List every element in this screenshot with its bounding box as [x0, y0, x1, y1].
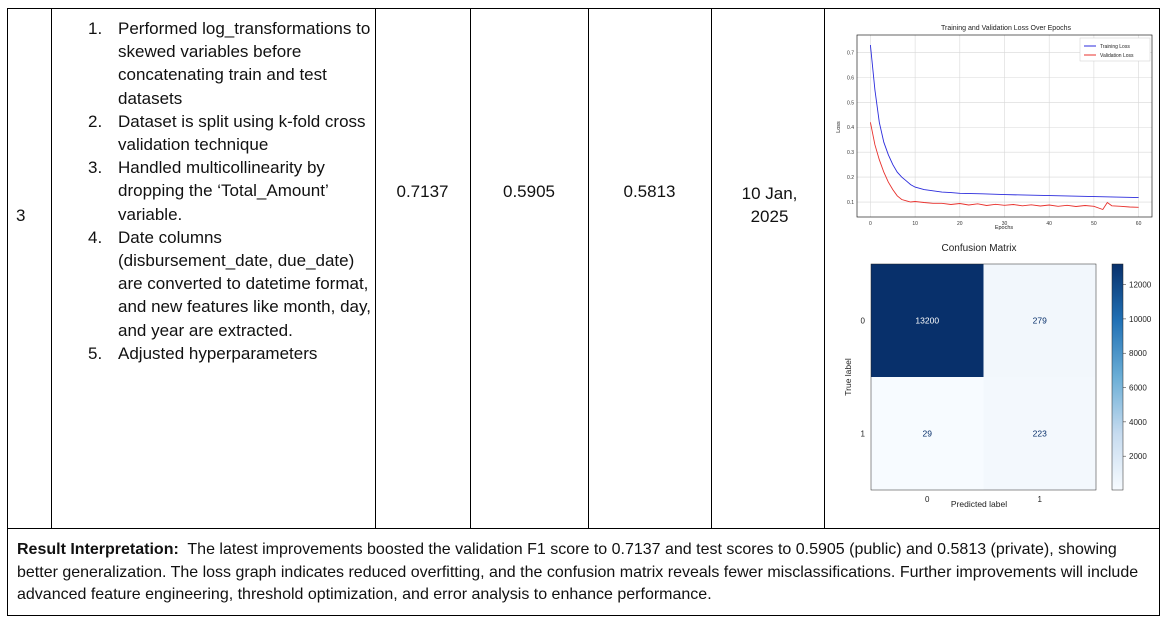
column-divider — [375, 9, 376, 528]
y-tick-label: 0.2 — [847, 175, 854, 181]
row-number: 3 — [16, 206, 26, 225]
loss-chart-x-ticks: 0 10 20 30 40 50 60 — [869, 221, 1142, 227]
x-tick-label: 20 — [957, 221, 963, 227]
column-divider — [51, 9, 52, 528]
legend-label-training: Training Loss — [1100, 44, 1130, 50]
loss-chart-xlabel: Epochs — [995, 225, 1014, 231]
step-item: 1. Performed log_transformations to skewe… — [88, 19, 371, 108]
validation-loss-line — [869, 122, 1139, 211]
confusion-matrix-title: Confusion Matrix — [941, 243, 1016, 254]
interpretation-label: Result Interpretation: — [17, 541, 179, 558]
column-divider — [711, 9, 712, 528]
legend-label-validation: Validation Loss — [1100, 53, 1134, 59]
x-tick-label: 50 — [1091, 221, 1097, 227]
step-item: 2. Dataset is split using k-fold cross va… — [88, 111, 366, 155]
loss-chart: Training and Validation Loss Over Epochs… — [836, 25, 1153, 231]
submission-date: 10 Jan, 2025 — [713, 182, 826, 228]
approach-steps-list: 1. Performed log_transformations to skewe… — [88, 17, 378, 365]
matrix-cell — [983, 264, 1096, 377]
y-tick-label: 1 — [861, 430, 866, 439]
loss-chart-ylabel: Loss — [836, 121, 842, 133]
loss-chart-lines — [869, 44, 1139, 211]
y-tick-label: 0.7 — [847, 50, 854, 56]
colorbar-tick-label: 8000 — [1129, 349, 1147, 358]
step-item: 4. Date columns (disbursement_date, due_d… — [88, 227, 371, 340]
colorbar-tick-label: 6000 — [1129, 384, 1147, 393]
matrix-cell-value: 29 — [923, 429, 933, 439]
x-tick-label: 30 — [1002, 221, 1008, 227]
colorbar-tick-label: 2000 — [1129, 452, 1147, 461]
date-line: 10 Jan, — [741, 184, 798, 203]
matrix-cell-value: 223 — [1033, 429, 1047, 439]
y-tick-label: 0.3 — [847, 150, 854, 156]
public-score: 0.5905 — [503, 182, 555, 201]
confusion-matrix-ylabel: True label — [843, 358, 853, 396]
step-item: 5. Adjusted hyperparameters — [88, 343, 318, 363]
matrix-frame — [870, 263, 1097, 491]
row-divider — [8, 528, 1159, 529]
colorbar — [1111, 263, 1124, 491]
confusion-matrix-xlabel: Predicted label — [951, 499, 1007, 509]
y-tick-label: 0.6 — [847, 75, 854, 81]
interpretation-text: The latest improvements boosted the vali… — [17, 541, 1139, 603]
confusion-matrix-tick-labels: 0 1 0 1 — [861, 317, 1043, 505]
matrix-cell — [871, 264, 984, 377]
step-item: 3. Handled multicollinearity by dropping … — [88, 158, 329, 224]
y-tick-label: 0.5 — [847, 100, 854, 106]
x-tick-label: 0 — [925, 495, 930, 504]
matrix-cell-value: 13200 — [915, 316, 939, 326]
loss-chart-grid — [857, 35, 1152, 217]
colorbar-tick-label: 10000 — [1129, 315, 1152, 324]
private-score: 0.5813 — [623, 182, 676, 201]
y-tick-label: 0 — [861, 317, 866, 326]
x-tick-label: 1 — [1038, 495, 1043, 504]
colorbar-tick-label: 4000 — [1129, 418, 1147, 427]
matrix-cell — [983, 377, 1096, 490]
x-tick-label: 10 — [912, 221, 918, 227]
colorbar-ticks: 2000 4000 6000 8000 10000 12000 — [1123, 281, 1152, 461]
colorbar-tick-label: 12000 — [1129, 281, 1152, 290]
training-loss-line — [869, 44, 1139, 199]
x-tick-label: 60 — [1136, 221, 1142, 227]
matrix-cell — [871, 377, 984, 490]
x-tick-label: 0 — [869, 221, 872, 227]
result-interpretation: Result Interpretation: The latest improv… — [17, 539, 1152, 607]
confusion-matrix-chart: Confusion Matrix 13200 279 29 223 0 1 0 1 Pred… — [843, 243, 1152, 509]
date-line: 2025 — [750, 207, 789, 226]
loss-chart-title: Training and Validation Loss Over Epochs — [941, 25, 1071, 32]
column-divider — [470, 9, 471, 528]
column-divider — [824, 9, 825, 528]
loss-chart-legend: Training Loss Validation Loss — [1079, 37, 1151, 62]
x-tick-label: 40 — [1046, 221, 1052, 227]
y-tick-label: 0.4 — [847, 125, 854, 131]
confusion-matrix-cells: 13200 279 29 223 — [870, 263, 1097, 491]
y-tick-label: 0.1 — [847, 200, 854, 206]
loss-chart-frame — [856, 34, 1153, 218]
loss-chart-y-ticks: 0.1 0.2 0.3 0.4 0.5 0.6 0.7 — [847, 50, 854, 206]
column-divider — [588, 9, 589, 528]
matrix-cell-value: 279 — [1033, 316, 1047, 326]
results-table: 3 1. Performed log_transformations to ske… — [7, 8, 1160, 616]
validation-f1-score: 0.7137 — [396, 182, 449, 201]
